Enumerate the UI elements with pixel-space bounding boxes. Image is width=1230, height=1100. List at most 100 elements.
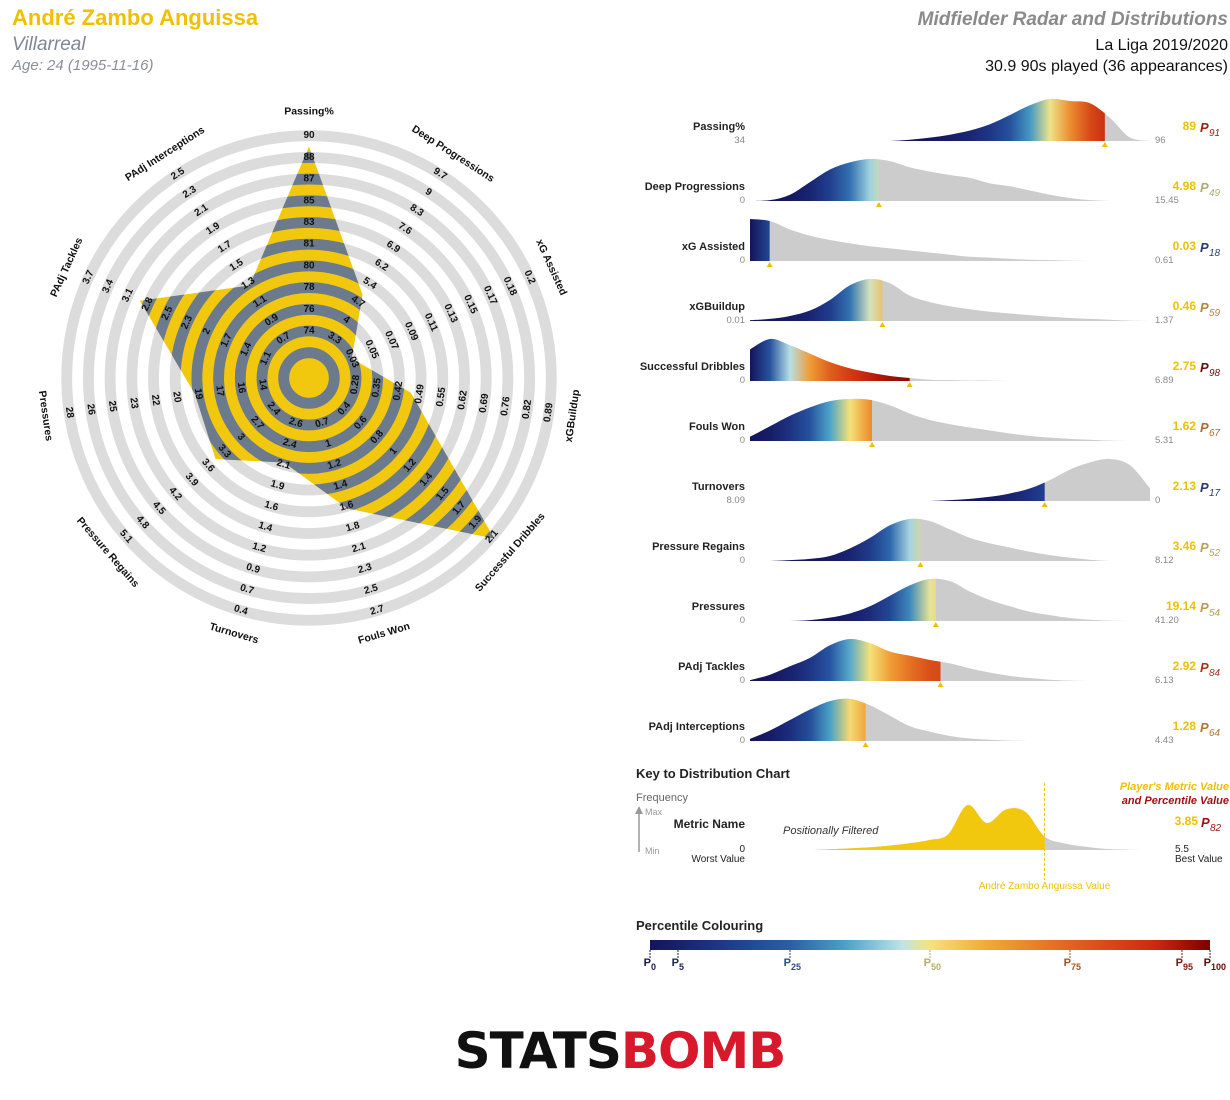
player-value: 2.92 [1173, 659, 1197, 673]
max-value: 15.45 [1155, 195, 1179, 206]
player-value: 89 [1183, 119, 1197, 133]
value-marker [869, 442, 876, 447]
radar-tick-label: 2 [201, 326, 213, 336]
metric-name: Turnovers [692, 481, 745, 493]
colour-bar [650, 940, 1210, 950]
radar-axis-label: Turnovers [208, 621, 260, 647]
radar-tick-label: 2.1 [351, 541, 368, 556]
key-metric-name: Metric Name [674, 817, 746, 831]
player-value: 0.46 [1173, 299, 1197, 313]
radar-tick-label: 1.8 [345, 520, 362, 535]
radar-tick-label: 1 [324, 438, 333, 450]
radar-band [278, 347, 340, 409]
radar-tick-label: 3.7 [81, 268, 97, 286]
percentile-value: 91 [1209, 128, 1220, 139]
percentile-fill [750, 698, 866, 741]
radar-tick-label: 25 [106, 400, 119, 413]
radar-tick-label: 16 [235, 381, 248, 394]
min-value: 8.09 [727, 495, 746, 506]
player-value: 4.98 [1173, 179, 1197, 193]
metric-name: Pressures [692, 601, 745, 613]
percentile-value: 64 [1209, 728, 1221, 739]
radar-tick-label: 85 [303, 195, 315, 206]
radar-tick-label: 1.6 [263, 499, 280, 514]
radar-tick-label: 3.1 [120, 286, 136, 304]
radar-tick-label: 2.5 [363, 582, 380, 597]
percentile-symbol: P [1200, 120, 1209, 135]
percentile-symbol: P [1200, 480, 1209, 495]
radar-axis-label: xGBuildup [563, 389, 582, 443]
min-value: 0 [740, 375, 745, 386]
radar-tick-label: 0.76 [499, 395, 513, 416]
colour-tick-symbol: P [1204, 957, 1211, 969]
value-marker [932, 622, 939, 627]
colour-tick-symbol: P [672, 957, 679, 969]
radar-tick-label: 22 [149, 394, 162, 407]
percentile-symbol: P [1200, 300, 1209, 315]
metric-name: Deep Progressions [645, 181, 745, 193]
metric-name: xGBuildup [689, 301, 745, 313]
percentile-symbol: P [1200, 600, 1209, 615]
colour-tick-label: 25 [791, 962, 801, 972]
value-marker [766, 262, 773, 267]
radar-tick-label: 74 [303, 326, 315, 337]
radar-tick-label: 76 [303, 304, 315, 315]
density-area [750, 578, 1150, 621]
percentile-value: 98 [1209, 368, 1221, 379]
radar-tick-label: 0.55 [435, 386, 449, 407]
player-name: André Zambo Anguissa [12, 5, 259, 30]
max-value: 0 [1155, 495, 1160, 506]
player-value: 19.14 [1166, 599, 1196, 613]
min-value: 0 [740, 255, 745, 266]
radar-tick-label: 1.6 [338, 499, 355, 514]
min-value: 0 [740, 735, 745, 746]
percentile-fill [750, 578, 936, 621]
radar-band [234, 303, 384, 453]
radar-tick-label: 28 [63, 406, 76, 419]
max-value: 96 [1155, 135, 1166, 146]
radar-tick-label: 26 [84, 403, 97, 416]
colour-tick-symbol: P [784, 957, 791, 969]
min-value: 0 [740, 435, 745, 446]
value-marker [879, 322, 886, 327]
radar-tick-label: 0.7 [314, 416, 331, 431]
radar-tick-label: 0.28 [349, 374, 363, 395]
radar-tick-label: 2.5 [160, 304, 176, 322]
max-value: 5.31 [1155, 435, 1174, 446]
percentile-symbol: P [1200, 660, 1209, 675]
radar-tick-label: 4 [341, 314, 352, 326]
radar-tick-label: 20 [170, 391, 183, 404]
colour-tick-symbol: P [1176, 957, 1183, 969]
max-value: 8.12 [1155, 555, 1174, 566]
density-area [750, 458, 1150, 501]
radar-tick-label: 2.1 [275, 458, 292, 473]
key-value: 3.85 [1175, 814, 1199, 828]
radar-tick-label: 23 [127, 397, 140, 410]
player-value: 0.03 [1173, 239, 1197, 253]
key-player-value: André Zambo Anguissa Value [979, 881, 1111, 892]
max-value: 6.13 [1155, 675, 1174, 686]
player-value: 3.46 [1173, 539, 1197, 553]
radar-tick-label: 0.62 [456, 389, 470, 410]
percentile-fill [750, 158, 879, 201]
radar-tick-label: 0.4 [233, 603, 250, 618]
density-area [750, 219, 1150, 261]
radar-tick-label: 3.4 [100, 277, 116, 295]
radar-tick-label: 0.89 [542, 402, 556, 423]
metric-name: PAdj Tackles [678, 661, 745, 673]
radar-tick-label: 17 [213, 385, 226, 398]
radar-tick-label: 1.4 [257, 520, 274, 535]
percentile-value: 54 [1209, 608, 1221, 619]
radar-tick-label: 1 [388, 445, 400, 457]
radar-tick-label: 3 [235, 431, 247, 443]
percentile-fill [750, 482, 1045, 501]
key-max-value: 5.5 [1175, 844, 1189, 855]
colour-tick-label: 50 [931, 962, 941, 972]
key-min-value: 0 [739, 844, 745, 855]
percentile-fill [750, 398, 873, 441]
radar-band [256, 325, 362, 431]
colour-tick-label: 75 [1071, 962, 1081, 972]
key-legend-2: and Percentile Value [1122, 795, 1229, 807]
max-value: 0.61 [1155, 255, 1174, 266]
